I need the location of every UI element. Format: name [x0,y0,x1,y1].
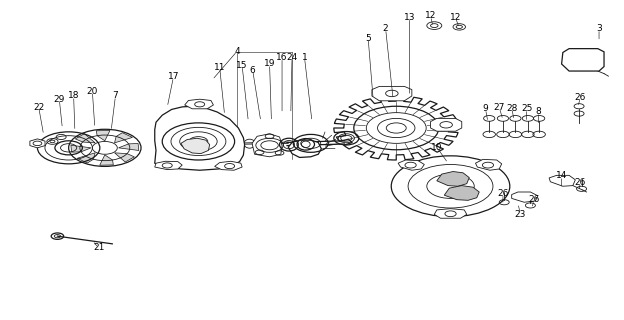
Text: 15: 15 [236,61,248,70]
Polygon shape [434,209,467,218]
Text: 26: 26 [575,93,586,102]
Text: 29: 29 [54,95,65,104]
Polygon shape [100,155,114,165]
FancyBboxPatch shape [571,54,582,58]
Polygon shape [215,161,242,170]
Text: 20: 20 [87,87,98,96]
Text: 9: 9 [482,104,489,113]
Polygon shape [155,106,245,170]
Text: 21: 21 [93,244,104,252]
Polygon shape [562,49,604,71]
Text: 24: 24 [286,53,298,62]
Text: 8: 8 [535,108,542,116]
Text: 28: 28 [506,104,517,113]
Text: 12: 12 [425,12,436,20]
Polygon shape [475,159,502,170]
Text: 12: 12 [450,13,461,22]
Polygon shape [96,131,110,141]
Text: 25: 25 [521,104,532,113]
FancyBboxPatch shape [571,62,582,66]
Polygon shape [288,140,321,157]
Text: 1: 1 [301,53,308,62]
Polygon shape [512,192,538,202]
Polygon shape [444,186,479,200]
Polygon shape [115,153,134,162]
Polygon shape [77,153,95,163]
Polygon shape [155,161,182,170]
Polygon shape [115,133,132,143]
Polygon shape [431,118,462,131]
Polygon shape [372,86,412,101]
Polygon shape [76,134,95,143]
Text: 5: 5 [365,34,371,43]
Text: 3: 3 [596,24,602,33]
Text: 14: 14 [556,172,567,180]
Text: 17: 17 [168,72,179,81]
Polygon shape [398,160,424,170]
Text: 13: 13 [404,13,415,22]
Text: 18: 18 [68,92,79,100]
Text: 16: 16 [276,53,288,62]
Text: 19: 19 [264,60,275,68]
Text: 26: 26 [575,178,586,187]
Polygon shape [71,145,91,152]
Text: 26: 26 [529,196,540,204]
Text: 10: 10 [431,143,442,152]
Polygon shape [252,134,282,157]
Text: 2: 2 [383,24,389,33]
Text: 7: 7 [112,92,119,100]
Text: 26: 26 [497,189,509,198]
Text: 23: 23 [515,210,526,219]
Text: 11: 11 [214,63,225,72]
Polygon shape [437,172,469,186]
Polygon shape [181,138,210,154]
Polygon shape [119,143,139,150]
Text: 6: 6 [250,66,256,75]
Text: 4: 4 [234,47,240,56]
Text: 27: 27 [494,103,505,112]
Polygon shape [185,99,213,109]
Polygon shape [549,175,575,186]
Text: 22: 22 [33,103,44,112]
Polygon shape [30,139,45,148]
